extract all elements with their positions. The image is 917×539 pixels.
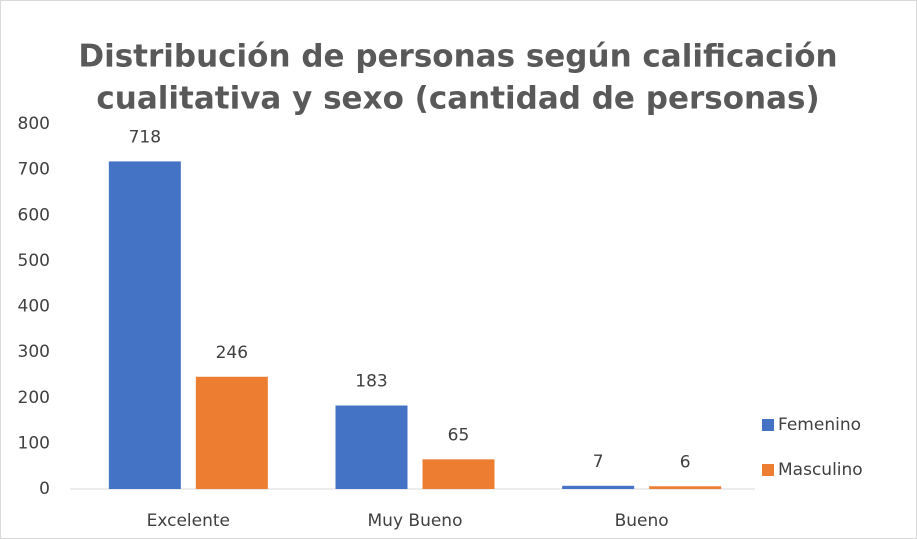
data-label: 65 [448,425,470,445]
y-tick-label: 0 [39,479,50,499]
legend-swatch [762,419,774,431]
x-tick-label: Excelente [147,511,230,531]
y-tick-label: 300 [18,342,50,362]
data-label: 7 [593,452,604,472]
data-label: 183 [355,372,387,392]
legend-label: Masculino [778,460,863,480]
bar [335,405,408,489]
y-tick-label: 600 [18,205,50,225]
legend-label: Femenino [778,415,861,435]
chart-title: Distribución de personas según calificac… [78,39,837,75]
x-tick-label: Bueno [615,511,669,531]
y-tick-label: 800 [18,114,50,134]
bar [562,485,635,489]
chart-title: cualitativa y sexo (cantidad de personas… [96,81,819,117]
bar [649,486,722,489]
y-tick-label: 200 [18,388,50,408]
data-label: 6 [680,452,691,472]
data-label: 246 [216,343,248,363]
y-tick-label: 700 [18,160,50,180]
y-tick-label: 400 [18,297,50,317]
y-tick-label: 100 [18,433,50,453]
bar [422,459,495,489]
x-tick-label: Muy Bueno [368,511,463,531]
bar [108,161,181,489]
data-label: 718 [129,127,161,147]
legend-swatch [762,464,774,476]
bar [195,376,268,489]
y-tick-label: 500 [18,251,50,271]
